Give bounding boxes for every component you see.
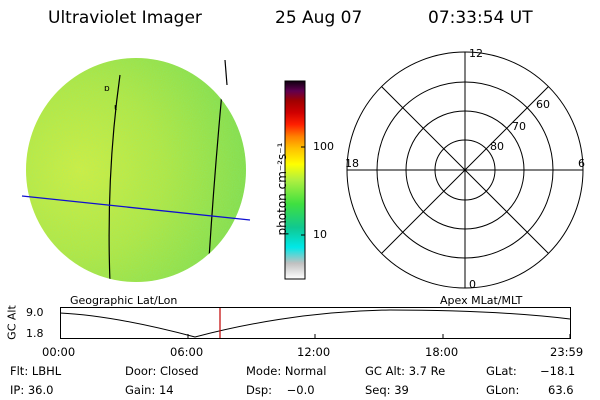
status-filter: Flt: LBHL — [10, 364, 62, 378]
timeline-xtick-0000: 00:00 — [42, 345, 76, 359]
colorbar-tick-100: 100 — [313, 140, 334, 153]
status-door: Door: Closed — [125, 364, 199, 378]
timeline-axis-label: GC Alt — [5, 305, 19, 340]
uv-image-panel: ɒ ɩ — [21, 58, 251, 282]
status-glon-value: 63.6 — [548, 383, 574, 397]
instrument-title: Ultraviolet Imager — [48, 8, 202, 28]
polar-label-18: 18 — [345, 157, 359, 170]
polar-label-12: 12 — [469, 47, 483, 60]
timeline-ytick-9: 9.0 — [26, 306, 44, 319]
timeline-xtick-0600: 06:00 — [170, 345, 204, 359]
timeline-ytick-1-8: 1.8 — [26, 327, 44, 340]
timeline-xtick-1800: 18:00 — [425, 345, 459, 359]
status-glon-label: GLon: — [486, 383, 520, 397]
polar-diag-2 — [381, 86, 549, 254]
polar-label-6: 6 — [578, 157, 585, 170]
polar-ring-label-80: 80 — [490, 140, 504, 153]
altitude-timeline — [60, 307, 571, 339]
status-glat-label: GLat: — [486, 364, 517, 378]
status-seq: Seq: 39 — [365, 383, 409, 397]
coastline-mark: ɒ — [104, 84, 110, 94]
coastline-mark-2: ɩ — [114, 103, 117, 113]
timeline-xtick-2359: 23:59 — [550, 345, 584, 359]
colorbar-tick-10: 10 — [313, 228, 327, 241]
equator-line — [21, 195, 251, 221]
polar-grid — [346, 51, 584, 289]
status-gc-alt: GC Alt: 3.7 Re — [365, 364, 446, 378]
projection-label-geographic: Geographic Lat/Lon — [70, 294, 178, 307]
polar-ring-label-70: 70 — [512, 120, 526, 133]
polar-ring-label-60: 60 — [536, 98, 550, 111]
colorbar-unit-label: photon cm⁻²s⁻¹ — [275, 142, 289, 236]
altitude-curve — [60, 309, 571, 338]
status-ip: IP: 36.0 — [10, 383, 54, 397]
time-label: 07:33:54 UT — [428, 8, 533, 28]
longitude-line-1 — [108, 74, 121, 282]
status-dsp: Dsp: −0.0 — [246, 383, 315, 397]
date-label: 25 Aug 07 — [275, 8, 363, 28]
longitude-line-2-ext — [224, 59, 228, 86]
status-glat-value: −18.1 — [540, 364, 576, 378]
status-gain: Gain: 14 — [125, 383, 174, 397]
projection-label-apex: Apex MLat/MLT — [440, 294, 523, 307]
colorbar — [284, 80, 306, 280]
status-mode: Mode: Normal — [246, 364, 327, 378]
timeline-xtick-1200: 12:00 — [297, 345, 331, 359]
polar-label-0: 0 — [469, 278, 476, 291]
